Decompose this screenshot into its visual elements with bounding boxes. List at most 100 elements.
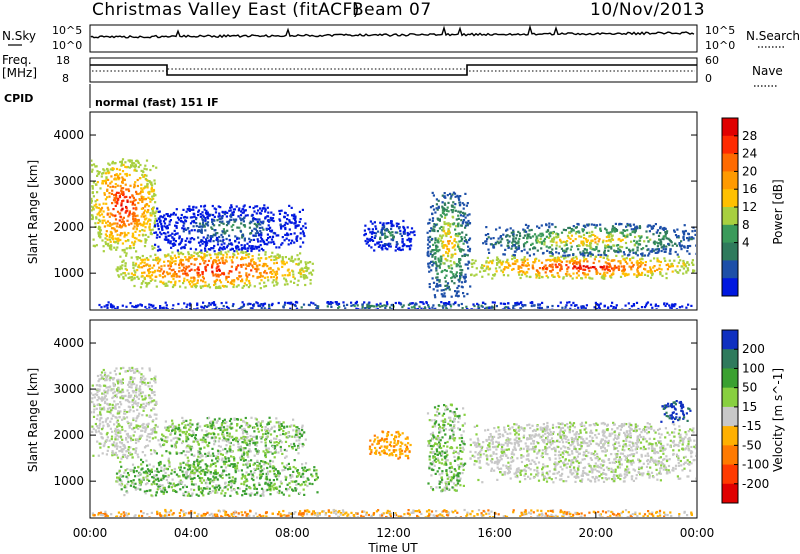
power-cell bbox=[144, 239, 147, 242]
power-cell bbox=[129, 247, 132, 250]
power-cell bbox=[485, 260, 488, 263]
power-cell bbox=[141, 188, 144, 191]
power-cell bbox=[250, 249, 253, 253]
power-cell bbox=[169, 213, 173, 216]
power-cell bbox=[135, 228, 138, 231]
power-cell bbox=[169, 260, 172, 263]
power-cell bbox=[121, 200, 124, 203]
power-cell bbox=[662, 228, 665, 231]
power-cell bbox=[538, 226, 541, 229]
power-cell bbox=[459, 258, 462, 261]
power-cell bbox=[265, 272, 268, 275]
power-cell bbox=[225, 237, 228, 241]
power-cell bbox=[312, 302, 315, 305]
power-cell bbox=[390, 225, 393, 228]
power-cell bbox=[174, 213, 177, 216]
power-cell bbox=[641, 254, 644, 257]
power-cell bbox=[593, 248, 596, 251]
power-cell bbox=[620, 231, 623, 234]
power-cell bbox=[95, 244, 98, 247]
power-cell bbox=[610, 304, 613, 308]
power-cell bbox=[570, 260, 573, 263]
power-cell bbox=[466, 223, 469, 226]
power-cell bbox=[194, 284, 197, 288]
power-cell bbox=[128, 210, 131, 213]
power-cell bbox=[578, 235, 581, 238]
power-cell bbox=[565, 248, 568, 251]
power-cell bbox=[433, 249, 436, 252]
power-cell bbox=[543, 243, 546, 246]
power-cell bbox=[455, 234, 458, 237]
power-cell bbox=[655, 241, 658, 244]
velocity-cell bbox=[112, 441, 116, 444]
power-cell bbox=[330, 305, 333, 308]
power-cell bbox=[652, 224, 655, 228]
power-cell bbox=[617, 251, 620, 254]
power-cell bbox=[447, 210, 450, 213]
power-cell bbox=[140, 190, 143, 193]
power-cell bbox=[654, 304, 657, 308]
power-cell bbox=[582, 306, 586, 309]
power-cell bbox=[445, 251, 448, 254]
power-cell bbox=[446, 206, 449, 209]
power-cell bbox=[585, 304, 588, 307]
power-cell bbox=[535, 239, 538, 242]
power-cell bbox=[131, 232, 134, 235]
velocity-cell bbox=[129, 437, 133, 440]
power-cell bbox=[453, 239, 456, 242]
velocity-cell bbox=[129, 423, 133, 426]
power-cell bbox=[648, 252, 651, 255]
power-cell bbox=[662, 236, 665, 239]
power-cell bbox=[452, 209, 455, 212]
power-cell bbox=[148, 306, 151, 309]
power-cell bbox=[144, 264, 147, 267]
power-cell bbox=[454, 294, 458, 297]
power-cell bbox=[104, 241, 107, 244]
power-cell bbox=[119, 255, 122, 258]
power-cell bbox=[555, 236, 558, 239]
velocity-cell bbox=[136, 408, 139, 411]
power-cell bbox=[591, 230, 594, 233]
power-cell bbox=[112, 208, 115, 211]
power-cell bbox=[441, 295, 444, 298]
power-cell bbox=[443, 208, 446, 211]
power-cell bbox=[646, 301, 650, 304]
power-cell bbox=[253, 210, 256, 213]
power-cell bbox=[432, 208, 436, 211]
power-cell bbox=[217, 286, 220, 289]
power-cell bbox=[386, 229, 389, 232]
power-cell bbox=[127, 223, 131, 226]
power-cell bbox=[431, 264, 434, 267]
power-cell bbox=[143, 167, 146, 170]
power-cell bbox=[629, 233, 632, 236]
power-cell bbox=[682, 267, 685, 270]
power-cell bbox=[204, 247, 207, 250]
power-cell bbox=[95, 217, 98, 220]
power-cell bbox=[484, 233, 487, 237]
velocity-cell bbox=[125, 438, 128, 441]
power-cell bbox=[144, 305, 147, 309]
power-cell bbox=[566, 234, 570, 237]
power-cell bbox=[651, 248, 654, 251]
velocity-cell bbox=[146, 468, 150, 471]
power-cell bbox=[263, 285, 266, 288]
velocity-cell bbox=[116, 403, 120, 406]
power-cell bbox=[606, 245, 610, 248]
power-cell bbox=[135, 190, 138, 193]
power-cell bbox=[139, 222, 142, 225]
power-cell bbox=[214, 282, 217, 285]
power-cell bbox=[288, 219, 291, 222]
power-cell bbox=[397, 222, 400, 225]
power-cell bbox=[459, 210, 462, 213]
power-cell bbox=[147, 209, 150, 212]
power-cell bbox=[131, 200, 135, 203]
power-cell bbox=[538, 267, 542, 270]
power-cell bbox=[135, 207, 138, 211]
power-cell bbox=[121, 208, 124, 211]
power-cell bbox=[514, 260, 517, 263]
velocity-cell bbox=[115, 447, 119, 450]
power-cell bbox=[464, 280, 467, 283]
power-cell bbox=[149, 255, 152, 258]
power-cell bbox=[605, 265, 609, 268]
power-cell bbox=[533, 304, 536, 307]
